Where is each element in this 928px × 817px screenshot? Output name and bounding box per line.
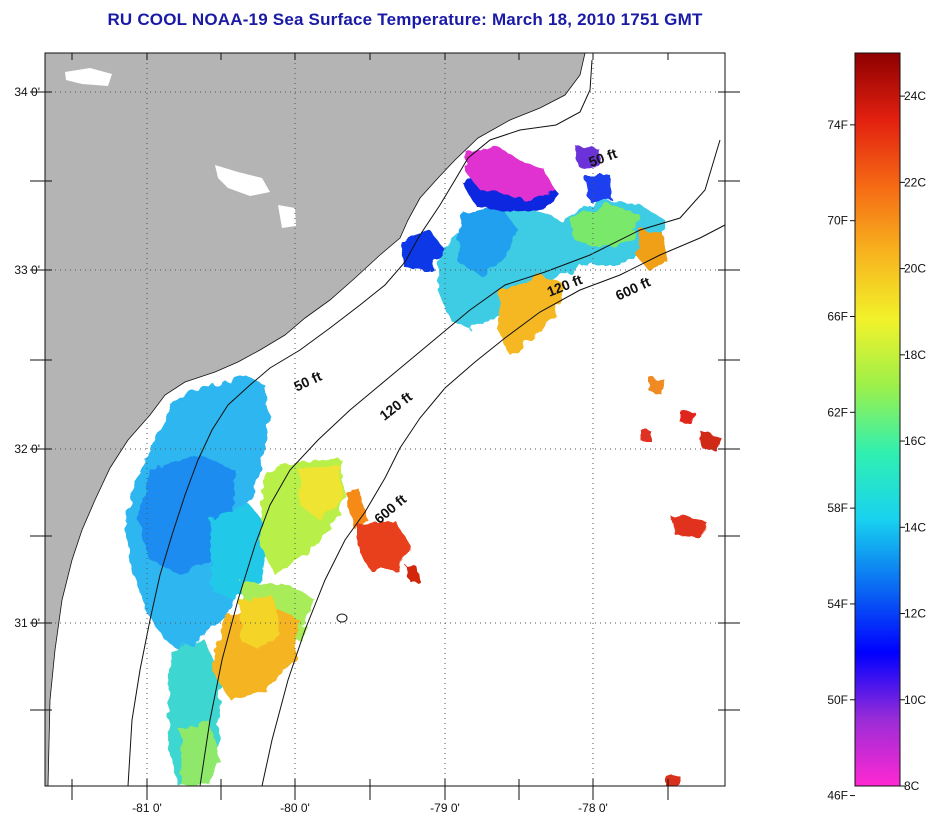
inland-water (65, 68, 296, 228)
lat-label-32: 32 0' (14, 442, 40, 456)
lat-label-33: 33 0' (14, 263, 40, 277)
isobath-120ft (199, 139, 721, 786)
latitude-labels: 34 0' 33 0' 32 0' 31 0' (14, 85, 40, 630)
lat-label-34: 34 0' (14, 85, 40, 99)
longitude-labels: -81 0' -80 0' -79 0' -78 0' (132, 801, 608, 815)
lon-label-81: -81 0' (132, 801, 162, 815)
lon-label-79: -79 0' (430, 801, 460, 815)
lon-label-78: -78 0' (578, 801, 608, 815)
map-frame (44, 52, 726, 787)
sst-data (125, 145, 720, 786)
lat-label-31: 31 0' (14, 616, 40, 630)
map-ticks (30, 53, 740, 800)
isobath-600ft (261, 224, 725, 786)
coastline (47, 53, 586, 786)
isobath-contours (127, 59, 725, 786)
isobath-50ft (127, 59, 593, 786)
land-mass (45, 53, 585, 786)
map-title: RU COOL NOAA-19 Sea Surface Temperature:… (107, 10, 703, 29)
lon-label-80: -80 0' (280, 801, 310, 815)
grid-lines (45, 53, 725, 786)
